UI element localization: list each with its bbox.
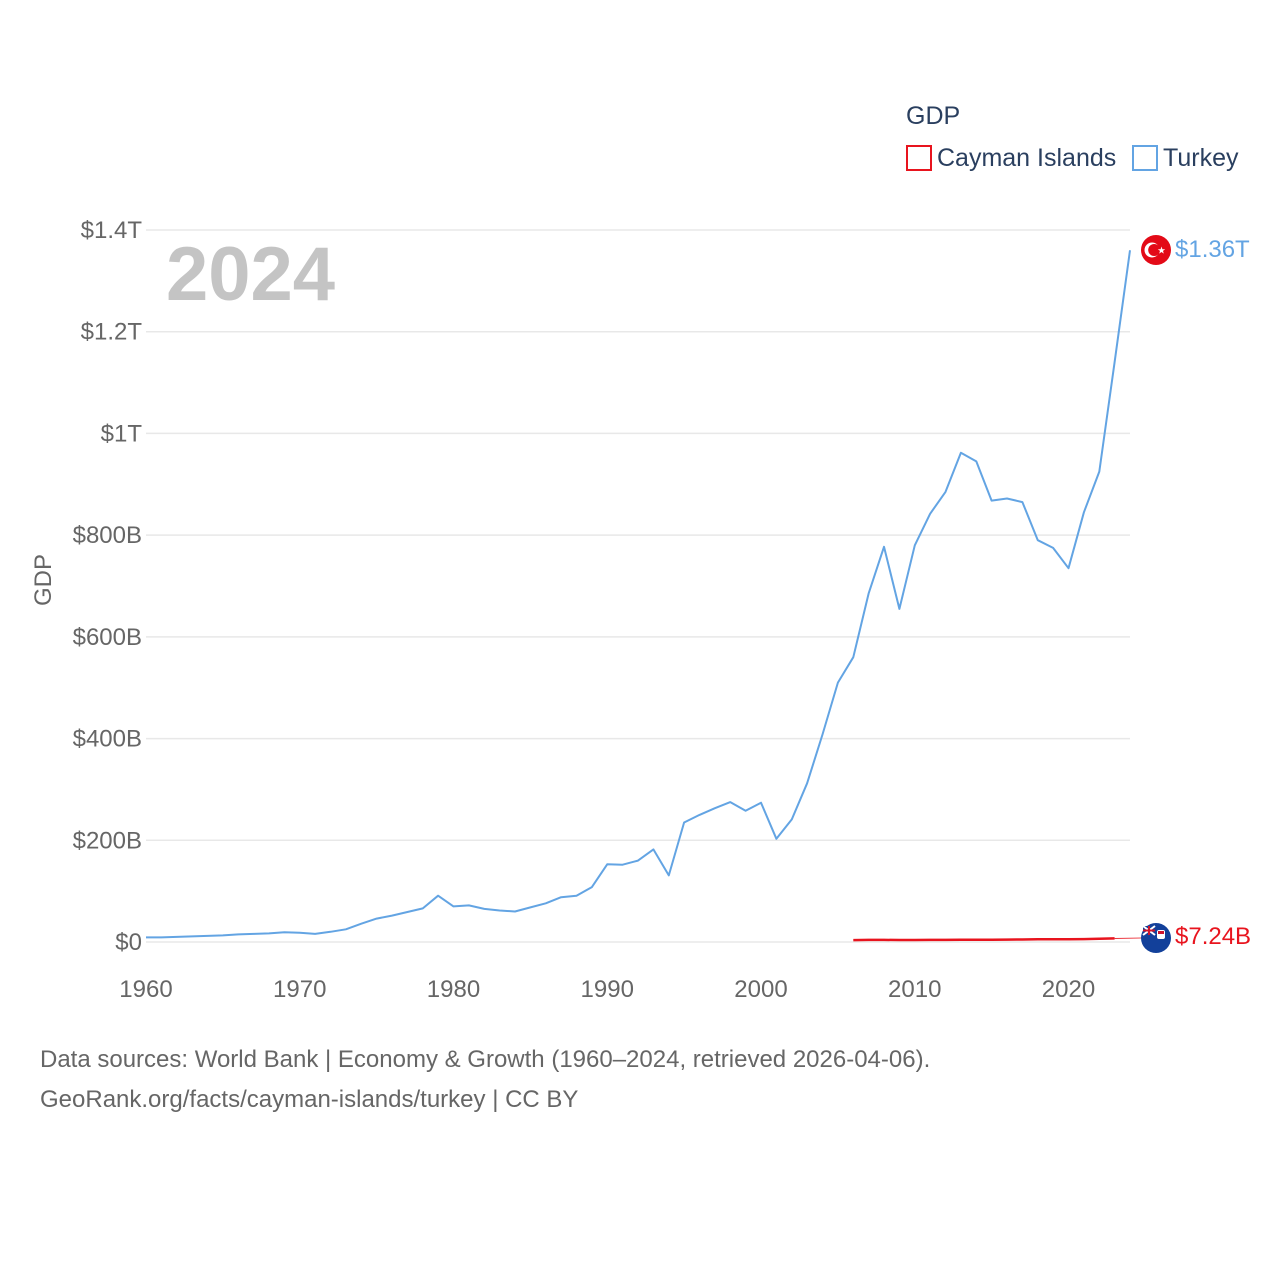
y-tick-label: $1.4T <box>81 217 143 244</box>
y-tick-label: $1T <box>101 420 143 447</box>
turkey-flag-icon <box>1141 235 1171 265</box>
series-line-turkey <box>146 250 1131 939</box>
y-tick-label: $200B <box>73 827 142 854</box>
turkey-end-label: $1.36T <box>1175 236 1250 263</box>
x-tick-label: 1960 <box>119 976 172 1003</box>
cayman-islands-end-label: $7.24B <box>1175 923 1251 950</box>
y-tick-label: $0 <box>115 929 142 956</box>
y-tick-label: $400B <box>73 726 142 753</box>
y-tick-label: $1.2T <box>81 319 143 346</box>
series-lines <box>146 250 1142 942</box>
x-tick-label: 1990 <box>581 976 634 1003</box>
source-line-1: Data sources: World Bank | Economy & Gro… <box>40 1046 931 1073</box>
cayman-islands-flag-icon <box>1141 923 1171 953</box>
x-tick-label: 2000 <box>734 976 787 1003</box>
gdp-line-chart: $0 $200B $400B $600B $800B $1T $1.2T $1.4T 1960… <box>30 102 1251 1003</box>
y-tick-label: $800B <box>73 522 142 549</box>
legend-item-cayman-islands[interactable]: Cayman Islands <box>906 144 1116 172</box>
y-tick-label: $600B <box>73 624 142 651</box>
legend-item-turkey[interactable]: Turkey <box>1132 144 1239 172</box>
legend: GDP Cayman Islands Turkey <box>906 102 1239 172</box>
legend-swatch-cayman-islands <box>906 145 932 171</box>
legend-label-turkey: Turkey <box>1163 144 1239 172</box>
x-tick-label: 2010 <box>888 976 941 1003</box>
legend-swatch-turkey <box>1132 145 1158 171</box>
y-axis-ticks: $0 $200B $400B $600B $800B $1T $1.2T $1.4T <box>73 217 143 956</box>
x-tick-label: 1980 <box>427 976 480 1003</box>
year-label: 2024 <box>166 232 335 317</box>
x-tick-label: 1970 <box>273 976 326 1003</box>
legend-label-cayman-islands: Cayman Islands <box>937 144 1116 172</box>
legend-title: GDP <box>906 102 960 130</box>
x-tick-label: 2020 <box>1042 976 1095 1003</box>
source-note: Data sources: World Bank | Economy & Gro… <box>40 1040 1240 1120</box>
y-axis-title: GDP <box>30 554 57 606</box>
x-axis-ticks: 1960 1970 1980 1990 2000 2010 2020 <box>119 976 1095 1003</box>
series-line-cayman-islands <box>853 937 1115 942</box>
source-line-2: GeoRank.org/facts/cayman-islands/turkey … <box>40 1086 579 1113</box>
gridlines <box>146 229 1130 943</box>
